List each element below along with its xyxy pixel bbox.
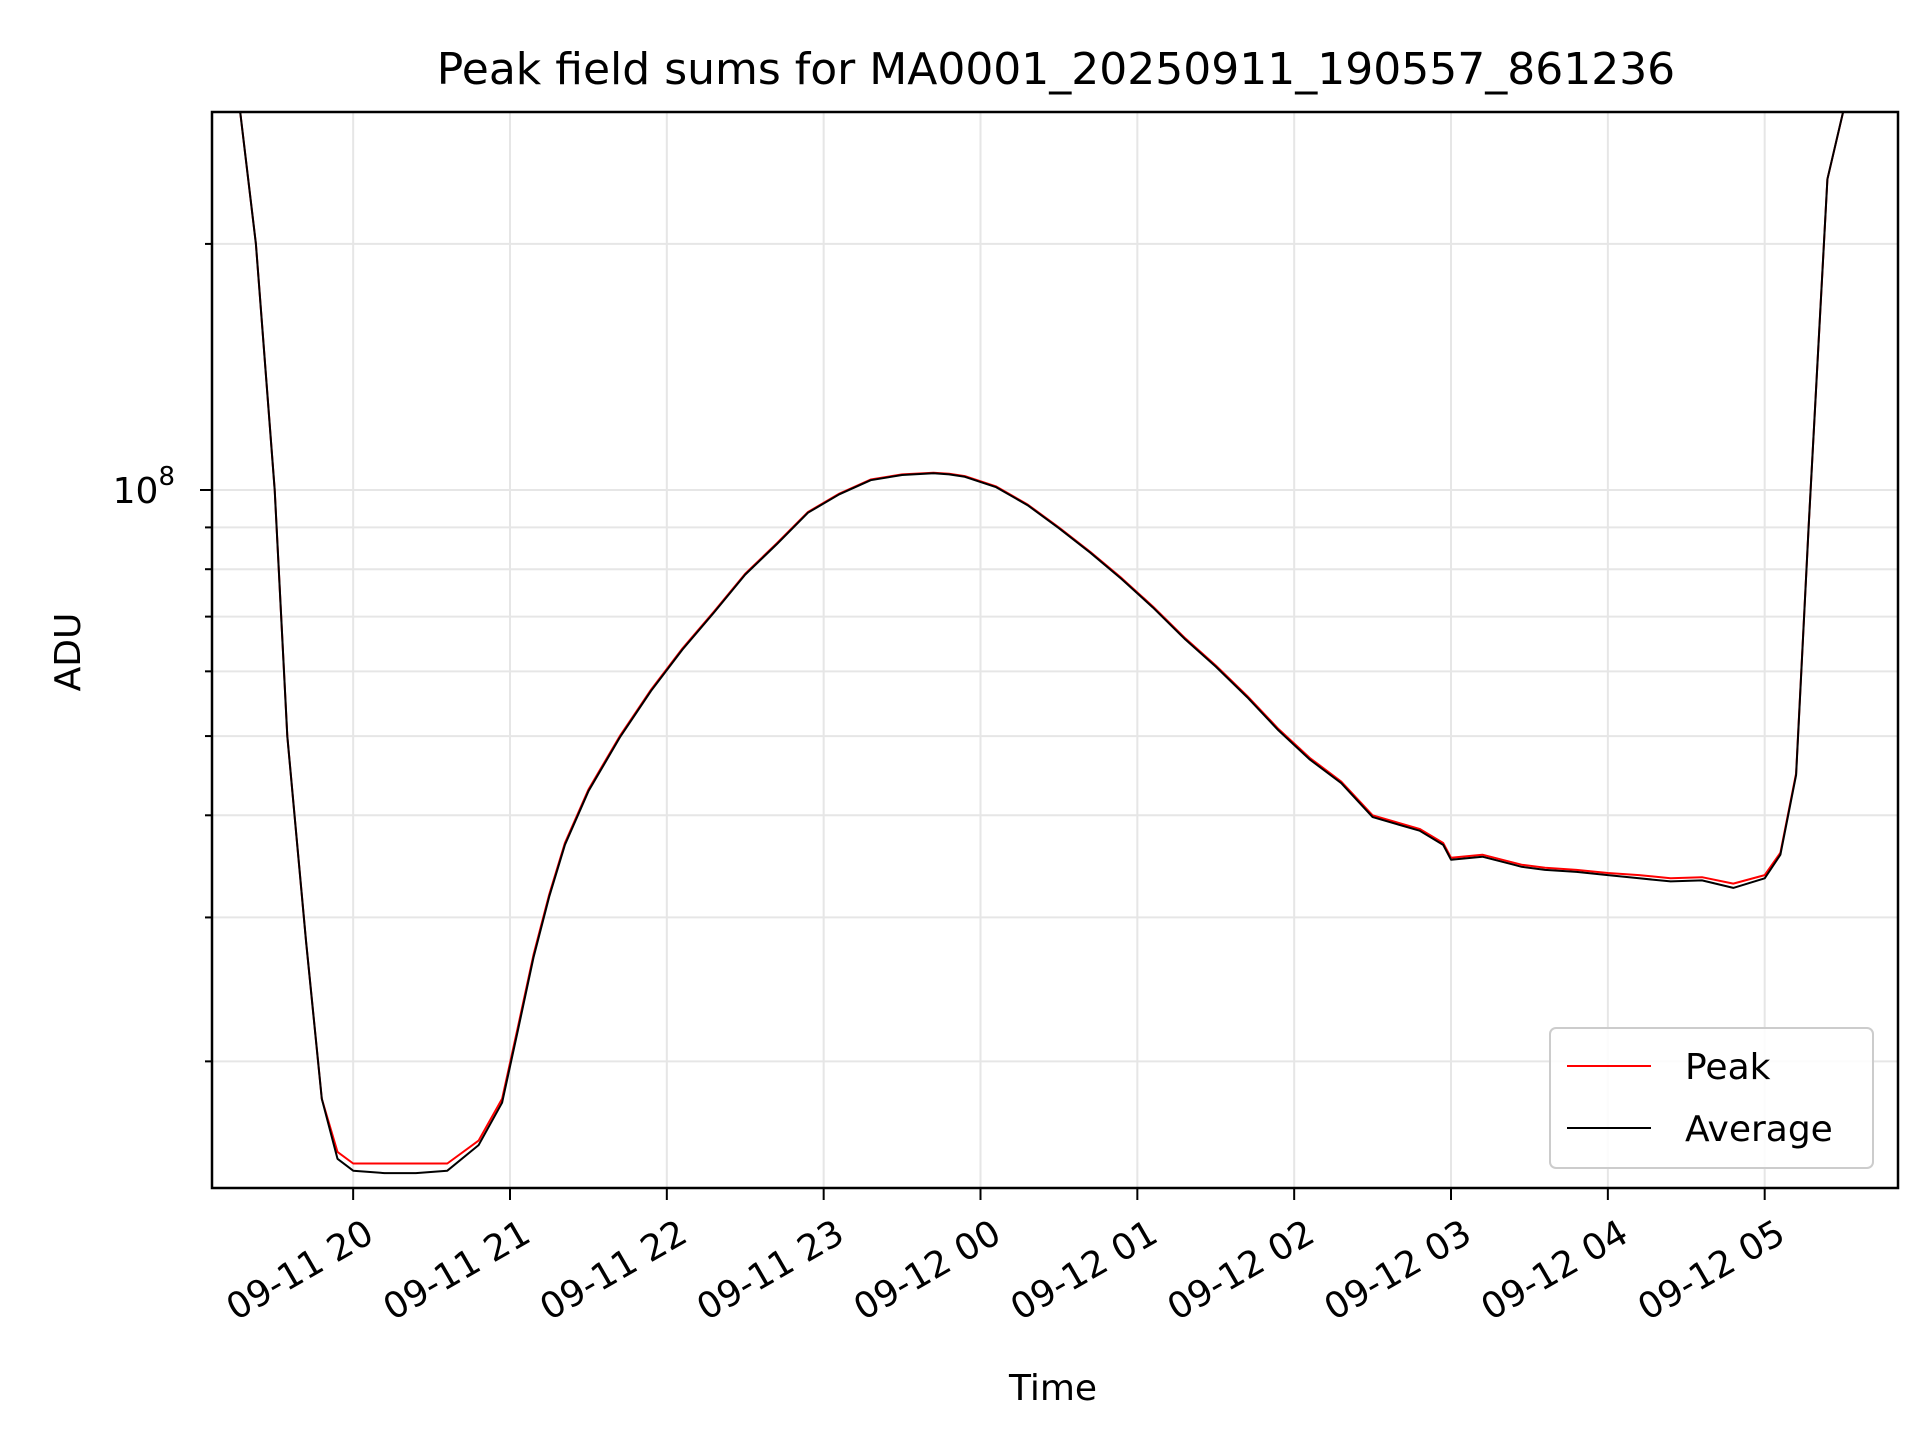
y-tick-label: 108 (113, 462, 175, 512)
y-tick-base: 10 (113, 471, 159, 512)
legend-box (1549, 1027, 1874, 1169)
series-line-average (212, 112, 1898, 1175)
grid (212, 112, 1898, 1188)
plot-frame (210, 110, 1900, 1190)
y-axis-label: ADU (48, 613, 89, 692)
series-layer (212, 112, 1898, 1175)
legend-label-peak: Peak (1685, 1047, 1771, 1088)
chart-title: Peak field sums for MA0001_20250911_1905… (437, 44, 1675, 95)
x-axis-label: Time (1008, 1368, 1097, 1409)
legend-label-average: Average (1685, 1109, 1833, 1150)
legend: Peak Average (1549, 1027, 1874, 1169)
y-tick-exponent: 8 (158, 462, 175, 492)
y-axis-ticks (200, 242, 212, 1063)
